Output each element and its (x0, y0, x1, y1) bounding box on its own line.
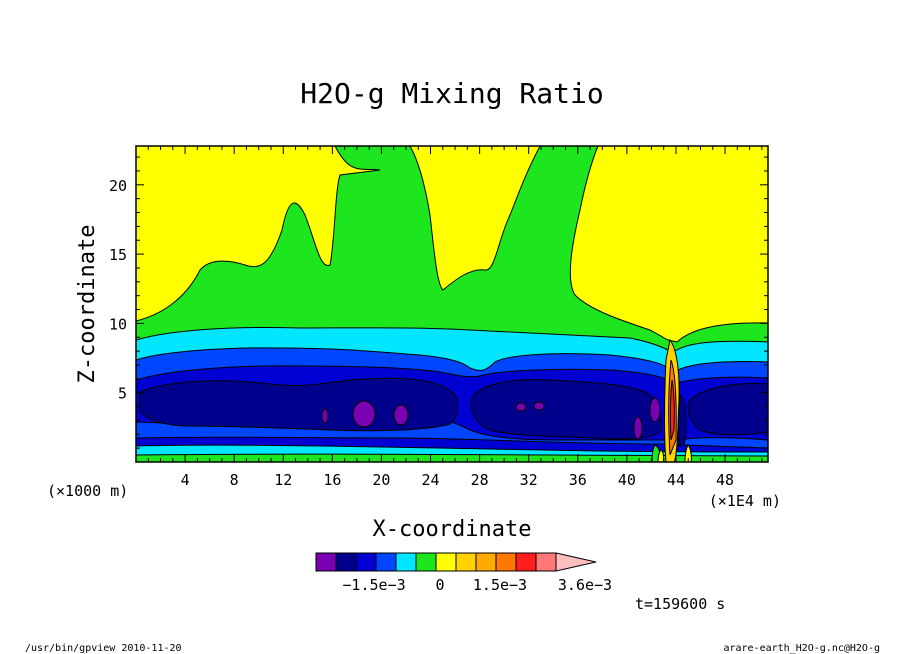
purple-blob (321, 408, 329, 424)
colorbar-swatch (455, 552, 477, 572)
purple-blob (393, 404, 409, 426)
x-tick-label: 12 (274, 471, 292, 489)
colorbar-swatch (395, 552, 417, 572)
colorbar-swatch (355, 552, 377, 572)
x-tick-label: 48 (716, 471, 734, 489)
navy-region-2 (470, 379, 662, 440)
colorbar-label: 0 (435, 576, 444, 594)
x-axis-title: X-coordinate (373, 517, 532, 542)
purple-blob (633, 416, 643, 440)
y-axis-title: Z-coordinate (75, 225, 100, 384)
x-tick-labels: 4 8 12 16 20 24 28 32 36 40 44 48 (181, 471, 735, 489)
colorbar-label: 1.5e−3 (473, 576, 527, 594)
x-unit-left: (×1000 m) (47, 482, 128, 500)
footer-right: arare-earth_H2O-g.nc@H2O-g (723, 643, 880, 654)
colorbar-label: −1.5e−3 (342, 576, 405, 594)
colorbar-swatch (495, 552, 517, 572)
x-tick-label: 20 (372, 471, 390, 489)
colorbar-swatch (515, 552, 537, 572)
x-tick-label: 40 (618, 471, 636, 489)
x-tick-label: 44 (667, 471, 685, 489)
y-tick-label: 20 (109, 177, 127, 195)
purple-blob (515, 402, 527, 412)
axis-ticks (136, 146, 768, 462)
colorbar-swatch (415, 552, 437, 572)
colorbar (315, 552, 597, 572)
colorbar-swatch (335, 552, 357, 572)
y-tick-label: 10 (109, 315, 127, 333)
bottom-green-band (136, 453, 768, 462)
colorbar-swatch (475, 552, 497, 572)
y-tick-labels: 5 10 15 20 (109, 177, 127, 403)
x-tick-label: 4 (181, 471, 190, 489)
chart-title: H2O-g Mixing Ratio (300, 77, 603, 110)
purple-blob (649, 397, 661, 423)
colorbar-swatch (435, 552, 457, 572)
colorbar-arrow (555, 552, 597, 572)
purple-blob (533, 401, 545, 411)
colorbar-labels: −1.5e−3 0 1.5e−3 3.6e−3 (342, 576, 612, 594)
colorbar-swatch (315, 552, 337, 572)
contour-plot-area (136, 146, 768, 462)
colorbar-swatch (535, 552, 557, 572)
colorbar-swatch (375, 552, 397, 572)
plot-frame (135, 145, 769, 463)
x-unit-right: (×1E4 m) (709, 492, 781, 510)
convective-column (651, 338, 692, 462)
x-tick-label: 28 (471, 471, 489, 489)
x-tick-label: 24 (421, 471, 439, 489)
y-tick-label: 15 (109, 246, 127, 264)
navy-region-3 (687, 383, 768, 436)
y-tick-label: 5 (118, 385, 127, 403)
footer-left: /usr/bin/gpview 2010-11-20 (25, 643, 182, 654)
x-tick-label: 32 (520, 471, 538, 489)
navy-region (139, 377, 459, 432)
x-tick-label: 16 (323, 471, 341, 489)
colorbar-label: 3.6e−3 (558, 576, 612, 594)
purple-blob (352, 400, 376, 428)
x-tick-label: 8 (230, 471, 239, 489)
x-tick-label: 36 (569, 471, 587, 489)
time-label: t=159600 s (635, 595, 725, 613)
